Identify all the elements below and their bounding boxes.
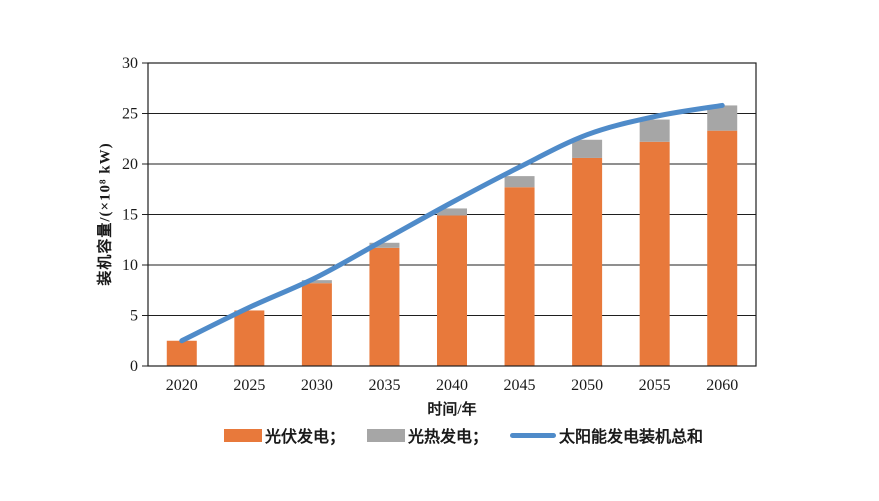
pv-swatch-icon [224, 428, 262, 442]
x-tick-label: 2055 [639, 377, 671, 394]
x-tick-label: 2045 [504, 377, 536, 394]
legend-item-csp: 光热发电； [367, 423, 488, 447]
bar-csp [639, 119, 670, 142]
legend-label-total: 太阳能发电装机总和 [559, 429, 704, 446]
x-tick-label: 2050 [571, 377, 603, 394]
bar-csp [301, 280, 332, 284]
legend: 光伏发电； 光热发电； 太阳能发电装机总和 [224, 423, 703, 447]
bar-pv [166, 340, 197, 366]
x-tick-label: 2030 [301, 377, 333, 394]
csp-swatch-icon [367, 428, 406, 442]
total-line-swatch-icon [510, 432, 557, 438]
bar-pv [437, 215, 467, 366]
y-tick-label: 20 [122, 156, 138, 173]
x-tick-label: 2040 [436, 377, 468, 394]
bar-csp [504, 176, 535, 188]
y-tick-label: 30 [122, 55, 138, 72]
bar-pv [707, 130, 738, 366]
bar-csp [707, 105, 738, 131]
legend-item-total: 太阳能发电装机总和 [510, 423, 703, 447]
legend-label-pv: 光伏发电； [265, 429, 346, 446]
bar-pv [572, 157, 603, 366]
bar-pv [234, 310, 265, 366]
bar-pv [639, 141, 670, 366]
bar-csp [437, 208, 467, 216]
y-axis-title: 装机容量/(×10⁸ kW) [97, 142, 114, 286]
y-tick-label: 25 [122, 106, 138, 123]
x-tick-label: 2060 [706, 377, 738, 394]
bar-csp [369, 242, 400, 248]
y-tick-label: 5 [130, 308, 138, 325]
x-axis-title: 时间/年 [427, 402, 477, 418]
total-line [179, 102, 725, 344]
bar-csp [572, 139, 603, 158]
y-tick-label: 10 [122, 257, 138, 274]
legend-label-csp: 光热发电； [408, 429, 489, 446]
y-tick-label: 0 [130, 358, 138, 375]
x-tick-label: 2035 [368, 377, 400, 394]
y-tick-label: 15 [122, 207, 138, 224]
legend-item-pv: 光伏发电； [224, 423, 345, 447]
bar-pv [504, 187, 535, 366]
bar-pv [301, 283, 332, 366]
x-tick-label: 2025 [233, 377, 265, 394]
bar-pv [369, 247, 400, 366]
x-tick-label: 2020 [166, 377, 198, 394]
plot-border [147, 62, 757, 367]
